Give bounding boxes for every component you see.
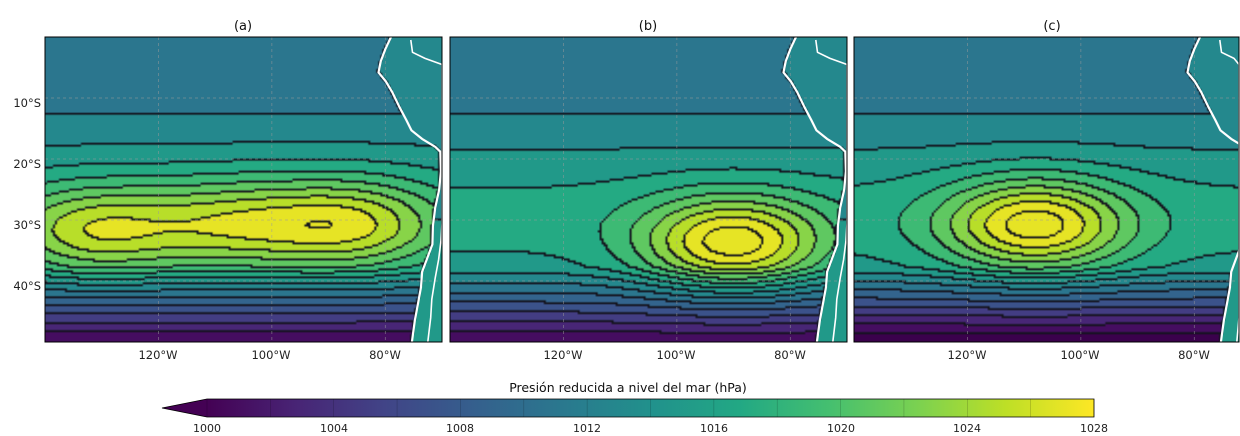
map-panel-c: (c) 120°W 100°W 80°W <box>853 19 1240 362</box>
panel-title-c: (c) <box>1043 19 1060 34</box>
lat-tick-label: 10°S <box>13 96 41 110</box>
colorbar-tick-label: 1012 <box>573 422 601 435</box>
colorbar-tick-label: 1016 <box>700 422 728 435</box>
colorbar-tick-label: 1000 <box>193 422 221 435</box>
coastline <box>377 36 442 343</box>
colorbar-tick-label: 1028 <box>1080 422 1108 435</box>
panel-frame-b <box>449 36 848 343</box>
gridlines-c <box>854 37 1239 342</box>
gridlines-b <box>450 37 847 342</box>
lon-tick-label: 120°W <box>138 348 177 362</box>
panel-title-a: (a) <box>234 19 252 34</box>
gridlines-a <box>45 37 442 342</box>
pressure-field-a <box>45 37 442 342</box>
colorbar-tick-label: 1020 <box>827 422 855 435</box>
lon-tick-label: 120°W <box>543 348 582 362</box>
panel-title-b: (b) <box>639 19 657 34</box>
colorbar-gradient <box>207 399 1094 417</box>
lon-tick-label: 100°W <box>251 348 290 362</box>
coastline <box>1186 36 1240 343</box>
lat-axis-a: 10°S 20°S 30°S 40°S <box>13 96 41 293</box>
lon-tick-label: 120°W <box>947 348 986 362</box>
map-panel-b: (b) 120°W 100°W 80°W <box>449 19 848 362</box>
lon-axis-a: 120°W 100°W 80°W <box>138 348 400 362</box>
lon-tick-label: 100°W <box>656 348 695 362</box>
lon-tick-label: 100°W <box>1060 348 1099 362</box>
pressure-field-b <box>450 37 847 342</box>
colorbar-tick-label: 1004 <box>320 422 348 435</box>
panel-frame-a <box>44 36 443 343</box>
panel-frame-c <box>853 36 1240 343</box>
colorbar-outline <box>161 398 1095 418</box>
map-panel-a: (a) 10°S 20°S 30°S 40°S 120°W 100°W 80°W <box>13 19 443 362</box>
lon-tick-label: 80°W <box>369 348 401 362</box>
lon-tick-label: 80°W <box>774 348 806 362</box>
lat-tick-label: 30°S <box>13 218 41 232</box>
colorbar-label: Presión reducida a nivel del mar (hPa) <box>509 380 747 395</box>
colorbar-tick-label: 1024 <box>953 422 981 435</box>
colorbar-extend-arrow <box>162 399 207 417</box>
lon-axis-b: 120°W 100°W 80°W <box>543 348 805 362</box>
lon-axis-c: 120°W 100°W 80°W <box>947 348 1209 362</box>
coastline <box>782 36 848 343</box>
colorbar-tick-label: 1008 <box>446 422 474 435</box>
colorbar-ticks: 1000 1004 1008 1012 1016 1020 1024 1028 <box>193 422 1108 435</box>
colorbar: Presión reducida a nivel del mar (hPa) 1… <box>161 380 1108 435</box>
lat-tick-label: 40°S <box>13 279 41 293</box>
pressure-field-c <box>854 37 1239 342</box>
lon-tick-label: 80°W <box>1178 348 1210 362</box>
lat-tick-label: 20°S <box>13 157 41 171</box>
